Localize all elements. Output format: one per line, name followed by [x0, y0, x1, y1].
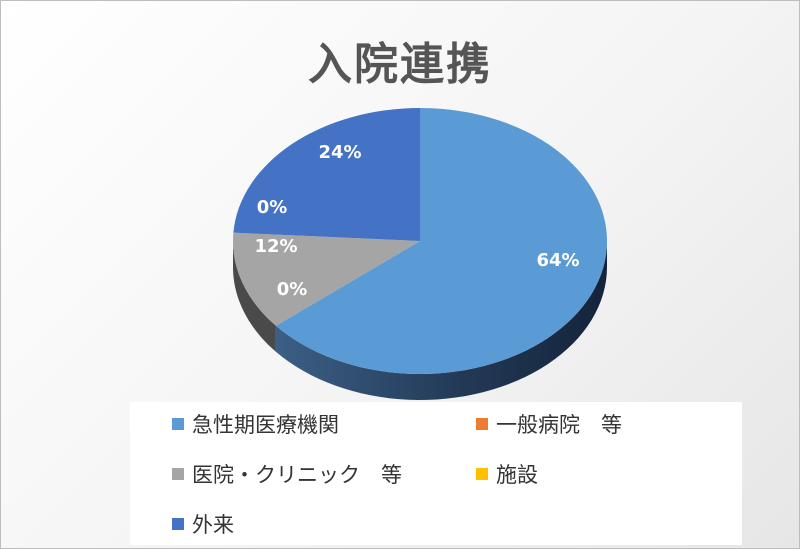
data-label-acute: 64% — [536, 250, 579, 271]
chart-title: 入院連携 — [308, 39, 492, 90]
pie-slice-outpatient — [233, 108, 420, 241]
data-label-general-hospital: 0% — [277, 279, 308, 300]
data-label-facility: 0% — [257, 197, 288, 218]
legend-item-clinic: 医院・クリニック 等 — [172, 459, 402, 489]
legend-swatch-clinic — [172, 468, 184, 480]
legend-label-outpatient: 外来 — [192, 513, 234, 537]
legend-label-facility: 施設 — [496, 463, 538, 487]
data-label-outpatient: 24% — [318, 142, 361, 163]
legend: 急性期医療機関 一般病院 等 医院・クリニック 等 施設 外来 — [130, 402, 742, 545]
legend-label-clinic: 医院・クリニック 等 — [192, 463, 402, 487]
legend-swatch-outpatient — [172, 518, 184, 530]
legend-swatch-facility — [476, 468, 488, 480]
legend-swatch-general-hospital — [476, 418, 488, 430]
pie-slice-clinic — [233, 232, 420, 326]
pie-side-clinic — [233, 241, 276, 352]
data-label-clinic: 12% — [254, 236, 297, 257]
pie-side-acute — [275, 241, 607, 400]
legend-item-general-hospital: 一般病院 等 — [476, 409, 622, 439]
pie-slice-acute — [275, 108, 607, 374]
legend-label-general-hospital: 一般病院 等 — [496, 413, 622, 437]
legend-item-acute: 急性期医療機関 — [172, 409, 339, 439]
legend-item-outpatient: 外来 — [172, 509, 234, 539]
legend-label-acute: 急性期医療機関 — [192, 413, 339, 437]
legend-swatch-acute — [172, 418, 184, 430]
legend-item-facility: 施設 — [476, 459, 538, 489]
